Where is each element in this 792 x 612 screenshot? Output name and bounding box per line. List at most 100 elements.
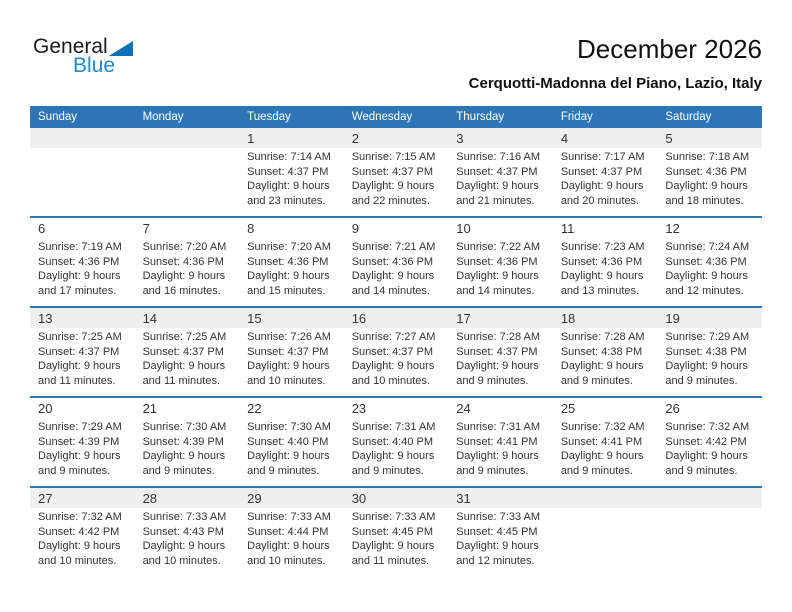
daylight-value: 9 hours and 16 minutes. — [142, 270, 226, 297]
sunrise-label: Sunrise: — [38, 331, 79, 343]
date-number: 1 — [247, 131, 255, 146]
sunset-value: 4:37 PM — [287, 345, 329, 358]
sunset-line: Sunset: 4:36 PM — [143, 255, 233, 270]
sunrise-label: Sunrise: — [456, 151, 497, 163]
date-number: 8 — [247, 221, 255, 236]
daylight-label: Daylight: — [456, 540, 500, 552]
date-number: 30 — [351, 491, 367, 506]
sunrise-value: 7:26 AM — [290, 331, 331, 343]
sunset-line: Sunset: 4:40 PM — [247, 435, 337, 450]
sunrise-line: Sunrise: 7:32 AM — [38, 510, 128, 525]
daylight-line: Daylight: 9 hours and 10 minutes. — [143, 539, 233, 568]
sunset-value: 4:42 PM — [78, 525, 120, 538]
sunset-line: Sunset: 4:44 PM — [247, 525, 337, 540]
page-title: December 2026 — [577, 34, 762, 64]
empty-calendar-cell — [553, 508, 658, 576]
daylight-label: Daylight: — [38, 540, 81, 552]
sunrise-line: Sunrise: 7:16 AM — [456, 150, 546, 165]
sunrise-label: Sunrise: — [142, 421, 183, 433]
week-row: 6 7 8 9 10 11 12 Sunrise: 7:19 AM Sunset: 4:36 P… — [30, 216, 762, 306]
sunrise-value: 7:25 AM — [185, 331, 227, 343]
sunset-label: Sunset: — [560, 435, 599, 448]
details-row: Sunrise: 7:25 AM Sunset: 4:37 PM Daylight:… — [30, 328, 762, 396]
sunset-line: Sunset: 4:37 PM — [456, 165, 546, 180]
daylight-line: Daylight: 9 hours and 21 minutes. — [456, 179, 546, 208]
sunset-label: Sunset: — [351, 255, 389, 268]
calendar-cell: Sunrise: 7:33 AM Sunset: 4:45 PM Daylight:… — [448, 508, 553, 576]
sunrise-value: 7:17 AM — [604, 151, 645, 163]
sunrise-line: Sunrise: 7:29 AM — [665, 330, 755, 345]
weekday-header-4: Thursday — [456, 111, 505, 123]
sunrise-line: Sunrise: 7:18 AM — [665, 150, 755, 165]
date-number: 16 — [351, 311, 367, 326]
weekday-header-row: Sunday Monday Tuesday Wednesday Thursday Frid… — [30, 106, 762, 128]
calendar-cell: Sunrise: 7:25 AM Sunset: 4:37 PM Daylight:… — [30, 328, 135, 396]
sunrise-line: Sunrise: 7:32 AM — [665, 420, 755, 435]
sunrise-value: 7:21 AM — [395, 241, 436, 253]
date-number: 4 — [560, 131, 569, 146]
daylight-label: Daylight: — [351, 540, 395, 552]
daylight-value: 9 hours and 9 minutes. — [456, 360, 539, 387]
sunrise-label: Sunrise: — [560, 151, 602, 163]
calendar-cell: Sunrise: 7:26 AM Sunset: 4:37 PM Daylight:… — [239, 328, 344, 396]
sunrise-value: 7:15 AM — [395, 151, 436, 163]
date-number: 11 — [560, 221, 575, 236]
date-number: 6 — [38, 221, 46, 236]
daylight-label: Daylight: — [351, 450, 395, 462]
daylight-label: Daylight: — [351, 180, 395, 192]
sunset-label: Sunset: — [351, 345, 389, 358]
weekday-header-1: Monday — [142, 111, 184, 123]
sunset-value: 4:40 PM — [287, 435, 329, 448]
sunrise-line: Sunrise: 7:30 AM — [247, 420, 337, 435]
sunset-line: Sunset: 4:39 PM — [38, 435, 128, 450]
daylight-label: Daylight: — [247, 450, 290, 462]
sunrise-label: Sunrise: — [247, 511, 288, 523]
sunset-line: Sunset: 4:37 PM — [247, 165, 337, 180]
sunset-label: Sunset: — [456, 345, 494, 358]
daylight-label: Daylight: — [247, 360, 290, 372]
sunset-line: Sunset: 4:37 PM — [561, 165, 651, 180]
sunset-line: Sunset: 4:36 PM — [665, 255, 755, 270]
date-number: 7 — [142, 221, 150, 236]
date-number: 31 — [456, 491, 471, 506]
sunrise-line: Sunrise: 7:28 AM — [561, 330, 651, 345]
sunrise-line: Sunrise: 7:25 AM — [38, 330, 128, 345]
daylight-line: Daylight: 9 hours and 12 minutes. — [456, 539, 546, 568]
sunset-label: Sunset: — [351, 435, 389, 448]
daylight-line: Daylight: 9 hours and 15 minutes. — [247, 269, 337, 298]
calendar-cell: Sunrise: 7:22 AM Sunset: 4:36 PM Daylight:… — [448, 238, 553, 306]
details-row: Sunrise: 7:32 AM Sunset: 4:42 PM Daylight:… — [30, 508, 762, 576]
date-number: 10 — [456, 221, 471, 236]
daylight-line: Daylight: 9 hours and 22 minutes. — [352, 179, 442, 208]
daylight-label: Daylight: — [247, 540, 290, 552]
sunrise-line: Sunrise: 7:15 AM — [352, 150, 442, 165]
date-number: 19 — [665, 311, 680, 326]
sunset-value: 4:37 PM — [78, 345, 120, 358]
daylight-value: 9 hours and 13 minutes. — [560, 270, 644, 297]
daylight-line: Daylight: 9 hours and 16 minutes. — [143, 269, 233, 298]
sunrise-value: 7:29 AM — [81, 421, 122, 433]
calendar-cell: Sunrise: 7:30 AM Sunset: 4:40 PM Daylight:… — [239, 418, 344, 486]
daylight-value: 9 hours and 9 minutes. — [560, 360, 644, 387]
calendar-cell: Sunrise: 7:31 AM Sunset: 4:40 PM Daylight:… — [344, 418, 449, 486]
daylight-label: Daylight: — [665, 360, 709, 372]
sunset-label: Sunset: — [665, 165, 703, 178]
sunset-label: Sunset: — [351, 165, 389, 178]
sunset-value: 4:42 PM — [705, 435, 747, 448]
calendar-cell: Sunrise: 7:23 AM Sunset: 4:36 PM Daylight:… — [553, 238, 658, 306]
sunrise-value: 7:32 AM — [604, 421, 645, 433]
sunrise-label: Sunrise: — [560, 241, 602, 253]
date-strip: 27 28 29 30 31 — [30, 488, 762, 508]
sunset-line: Sunset: 4:40 PM — [352, 435, 442, 450]
sunrise-label: Sunrise: — [142, 331, 183, 343]
daylight-value: 9 hours and 20 minutes. — [560, 180, 644, 207]
date-number: 26 — [665, 401, 680, 416]
sunset-line: Sunset: 4:42 PM — [38, 525, 128, 540]
sunrise-line: Sunrise: 7:21 AM — [352, 240, 442, 255]
calendar-cell: Sunrise: 7:31 AM Sunset: 4:41 PM Daylight:… — [448, 418, 553, 486]
sunset-label: Sunset: — [560, 345, 599, 358]
sunset-value: 4:36 PM — [496, 255, 538, 268]
daylight-line: Daylight: 9 hours and 10 minutes. — [352, 359, 442, 388]
sunset-line: Sunset: 4:45 PM — [352, 525, 442, 540]
empty-date-cell — [30, 128, 135, 148]
